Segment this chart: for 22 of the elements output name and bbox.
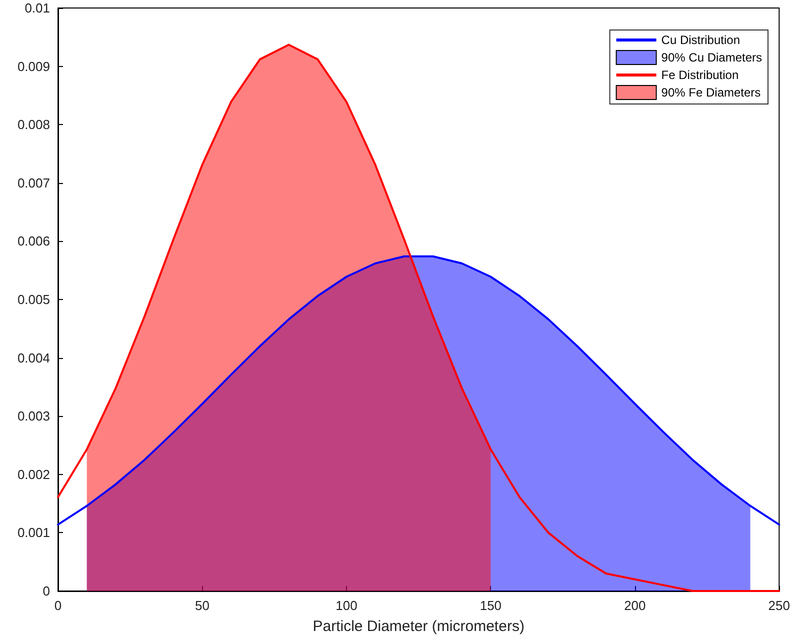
y-tick-label: 0.003 <box>17 408 50 424</box>
x-axis-title: Particle Diameter (micrometers) <box>312 618 524 635</box>
y-tick-label: 0.01 <box>24 0 50 16</box>
x-tick-label: 200 <box>624 598 646 613</box>
y-tick-label: 0.001 <box>17 525 50 540</box>
y-tick-label: 0.005 <box>17 292 50 307</box>
x-tick-label: 100 <box>336 598 358 613</box>
x-tick-label: 150 <box>480 598 502 613</box>
legend-label: 90% Cu Diameters <box>661 50 762 64</box>
y-tick-label: 0.009 <box>17 58 50 74</box>
x-tick-label: 0 <box>54 598 62 613</box>
y-tick-label: 0.002 <box>17 466 50 482</box>
legend-label: Fe Distribution <box>661 68 739 82</box>
y-tick-label: 0.008 <box>17 117 50 132</box>
y-tick-label: 0.007 <box>17 175 50 190</box>
y-tick-label: 0.004 <box>17 350 50 366</box>
y-tick-label: 0.006 <box>17 234 50 249</box>
legend-label: Cu Distribution <box>661 33 740 47</box>
legend-label: 90% Fe Diameters <box>661 86 761 100</box>
x-tick-label: 250 <box>768 598 790 613</box>
y-tick-label: 0 <box>42 584 50 598</box>
x-tick-label: 50 <box>194 598 210 613</box>
